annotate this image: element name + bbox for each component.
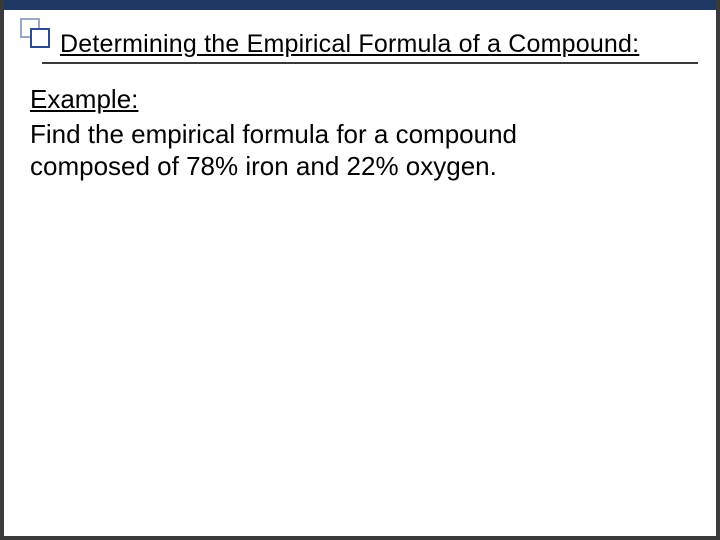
- slide-content: Example: Find the empirical formula for …: [30, 84, 690, 182]
- body-text-line2: composed of 78% iron and 22% oxygen.: [30, 151, 690, 183]
- body-text-line1: Find the empirical formula for a compoun…: [30, 119, 690, 151]
- example-label: Example:: [30, 84, 690, 115]
- decor-square-inner: [30, 28, 50, 48]
- slide-frame-border: [0, 0, 720, 540]
- slide-title: Determining the Empirical Formula of a C…: [60, 30, 639, 59]
- top-accent-bar: [0, 0, 720, 10]
- title-underline-rule: [42, 62, 698, 64]
